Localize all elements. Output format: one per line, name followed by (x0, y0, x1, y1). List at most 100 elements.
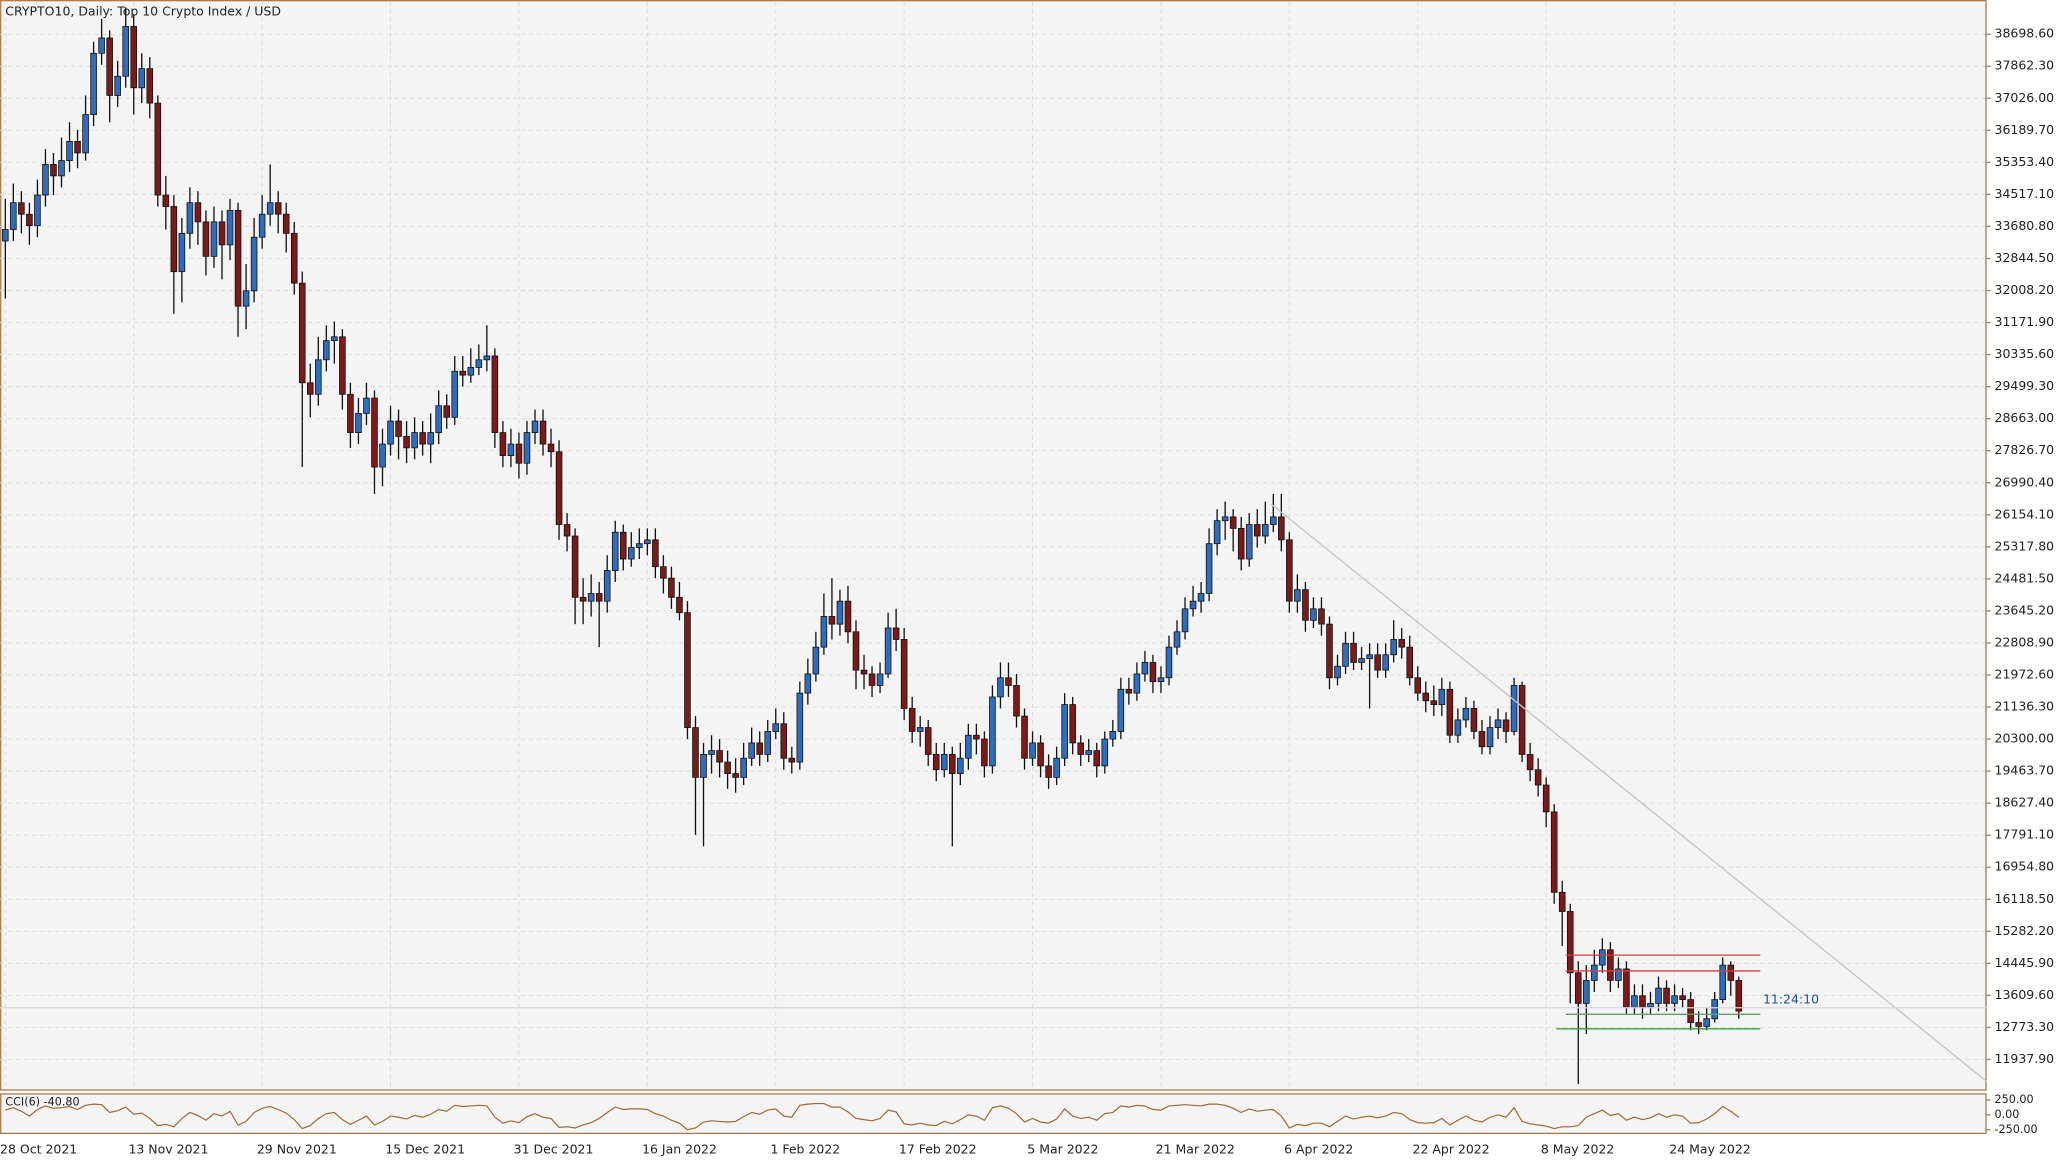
candle-body (1109, 731, 1117, 740)
candle-body (467, 367, 475, 376)
candle-body (997, 677, 1004, 698)
cci-line (5, 1102, 1740, 1131)
candle-body (539, 420, 547, 445)
y-tick-label: 35353.40 (1995, 154, 2055, 169)
x-tick-label: 5 Mar 2022 (1027, 1141, 1098, 1156)
candle-body (844, 600, 852, 633)
y-tick-label: 30335.60 (1995, 346, 2055, 361)
candle-body (226, 209, 234, 246)
candle-body (1213, 520, 1221, 545)
x-tick-label: 22 Apr 2022 (1413, 1141, 1490, 1156)
candle-body (628, 547, 635, 560)
candle-body (892, 627, 900, 640)
candle-body (1173, 631, 1181, 648)
candle-body (298, 282, 306, 384)
candle-body (315, 359, 322, 395)
candle-body (973, 734, 980, 740)
candle-body (1085, 750, 1093, 755)
candle-body (451, 370, 459, 418)
candle-body (82, 114, 89, 154)
candle-body (1342, 642, 1349, 667)
y-tick-label: 34517.10 (1995, 186, 2055, 201)
candle-body (507, 443, 515, 456)
y-tick-label: 23645.20 (1995, 602, 2055, 617)
overlay: 11:24:10 CRYPTO10, Daily: Top 10 Crypto … (0, 3, 1988, 1108)
candle-body (331, 336, 338, 342)
candle-body (106, 37, 113, 96)
candle-body (860, 669, 868, 675)
candle-body (1486, 727, 1494, 748)
candle-body (1350, 642, 1357, 663)
candle-body (1093, 750, 1101, 767)
candle-body (42, 164, 49, 196)
candle-body (114, 75, 121, 96)
candle-body (427, 432, 434, 445)
x-tick-label: 16 Jan 2022 (642, 1141, 717, 1156)
candle-body (1518, 685, 1526, 755)
y-tick-label: 29499.30 (1995, 378, 2055, 393)
candle-body (186, 202, 194, 234)
candle-body (355, 413, 362, 433)
candle-body (499, 432, 507, 456)
candle-body (547, 443, 555, 453)
candle-body (1430, 700, 1438, 705)
candle-body (26, 213, 33, 227)
candle-body (732, 773, 739, 778)
candle-body (660, 566, 667, 579)
candle-body (1205, 543, 1213, 594)
candle-body (1438, 688, 1446, 705)
candle-body (1141, 662, 1149, 675)
y-tick-label: 20300.00 (1995, 731, 2055, 746)
candle-body (1607, 949, 1614, 981)
candle-body (138, 68, 146, 89)
candle-body (347, 393, 354, 433)
candle-body (1558, 891, 1566, 912)
candle-body (178, 232, 186, 273)
y-tick-label: 12773.30 (1995, 1019, 2055, 1034)
candle-body (290, 232, 298, 284)
candle-body (1197, 593, 1205, 602)
candle-body (1053, 757, 1060, 778)
candle-body (636, 543, 643, 548)
candle-body (668, 577, 675, 598)
candle-body (884, 627, 892, 675)
candle-body (989, 696, 996, 767)
candle-body (2, 229, 9, 242)
y-tick-label: 16954.80 (1995, 859, 2055, 874)
x-tick-label: 29 Nov 2021 (257, 1141, 337, 1156)
candle-body (250, 236, 258, 292)
y-tick-label: 32844.50 (1995, 250, 2055, 265)
candle-body (1237, 527, 1245, 560)
candle-body (218, 221, 226, 246)
candle-body (1470, 708, 1478, 732)
candle-body (1358, 658, 1365, 663)
candle-body (1615, 968, 1622, 981)
candle-body (371, 397, 378, 468)
candle-body (58, 160, 65, 177)
candle-body (820, 616, 828, 648)
x-tick-label: 8 May 2022 (1541, 1141, 1614, 1156)
candle-body (1390, 639, 1397, 656)
candle-body (940, 754, 948, 771)
candle-body (1117, 688, 1125, 732)
candle-body (1013, 685, 1020, 717)
candle-body (387, 420, 394, 445)
candle-body (122, 26, 129, 77)
candle-body (1181, 608, 1189, 633)
y-tick-label: 21972.60 (1995, 666, 2055, 681)
y-tick-label: 0.00 (1995, 1108, 2020, 1121)
y-tick-label: 18627.40 (1995, 795, 2055, 810)
candle-body (1695, 1022, 1702, 1027)
y-tick-label: 32008.20 (1995, 282, 2055, 297)
candle-body (403, 436, 410, 449)
candle-body (1310, 608, 1317, 621)
y-tick-label: 16118.50 (1995, 891, 2055, 906)
candle-body (1735, 980, 1743, 1012)
candle-body (146, 68, 154, 104)
candle-body (1727, 964, 1735, 981)
candle-body (1245, 524, 1253, 560)
candle-body (780, 723, 788, 759)
y-tick-label: 26154.10 (1995, 506, 2055, 521)
